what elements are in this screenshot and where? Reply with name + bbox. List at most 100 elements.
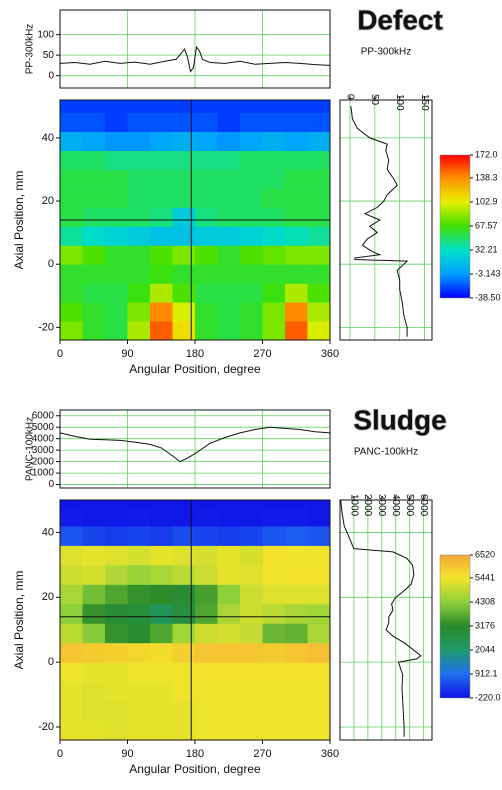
x-tick-label: 6000: [418, 494, 429, 517]
plot-background: [340, 100, 432, 340]
heatmap-cell: [285, 188, 308, 208]
heatmap-cell: [307, 525, 330, 546]
heatmap-cell: [82, 525, 106, 546]
heatmap-cell: [285, 642, 308, 663]
heatmap-cell: [82, 112, 106, 133]
heatmap-cell: [262, 720, 286, 740]
x-tick-label: 1000: [348, 494, 359, 517]
heatmap-cell: [262, 264, 286, 284]
colorbar-tick-label: 2044: [475, 644, 495, 654]
heatmap-cell: [60, 264, 83, 284]
heatmap-cell: [307, 662, 330, 683]
heatmap-cell: [150, 245, 173, 265]
heatmap-cell: [127, 100, 151, 114]
colorbar: [439, 554, 471, 699]
heatmap-cell: [217, 264, 241, 284]
heatmap-cell: [60, 245, 83, 265]
heatmap-cell: [172, 188, 196, 208]
heatmap-cell: [82, 207, 106, 227]
heatmap-cell: [217, 321, 241, 340]
y-tick-label: 40: [42, 526, 54, 538]
heatmap-cell: [60, 112, 83, 133]
heatmap-cell: [217, 564, 241, 585]
heatmap-cell: [195, 169, 218, 189]
heatmap-cell: [60, 169, 83, 189]
colorbar-tick-label: -220.0: [475, 692, 501, 702]
heatmap-cell: [262, 188, 286, 208]
heatmap-cell: [105, 681, 128, 702]
heatmap-cell: [150, 603, 173, 624]
heatmap-cell: [217, 506, 241, 527]
y-tick-label: 0: [48, 258, 54, 270]
heatmap-cell: [60, 131, 83, 152]
heatmap-cell: [195, 245, 218, 265]
heatmap-cell: [195, 506, 218, 527]
heatmap-cell: [240, 500, 263, 507]
heatmap-cell: [307, 584, 330, 605]
heatmap-cell: [195, 525, 218, 546]
heatmap-cell: [172, 662, 196, 683]
x-tick-label: 0: [57, 748, 63, 760]
heatmap-cell: [172, 150, 196, 170]
heatmap-cell: [172, 603, 196, 624]
heatmap-cell: [150, 662, 173, 683]
x-axis-label: Angular Position, degree: [129, 362, 261, 376]
heatmap-cell: [82, 681, 106, 702]
heatmap-cell: [105, 642, 128, 663]
heatmap-cell: [127, 506, 151, 527]
heatmap-cell: [60, 283, 83, 303]
heatmap-cell: [105, 131, 128, 152]
heatmap-cell: [105, 169, 128, 189]
heatmap-cell: [285, 500, 308, 507]
heatmap-cell: [195, 150, 218, 170]
heatmap-cell: [60, 545, 83, 566]
heatmap-cell: [240, 245, 263, 265]
heatmap-cell: [172, 642, 196, 663]
heatmap-cell: [307, 131, 330, 152]
heatmap-cell: [127, 131, 151, 152]
heatmap-cell: [262, 100, 286, 114]
x-axis-label: PANC-100kHz: [354, 447, 418, 458]
heatmap-cell: [150, 545, 173, 566]
heatmap-cell: [195, 112, 218, 133]
heatmap-cell: [195, 131, 218, 152]
heatmap-cell: [285, 603, 308, 624]
y-tick-label: 2000: [32, 456, 55, 467]
heatmap-cell: [127, 245, 151, 265]
heatmap-cell: [240, 506, 263, 527]
heatmap-cell: [240, 264, 263, 284]
heatmap-cell: [150, 506, 173, 527]
heatmap-cell: [105, 584, 128, 605]
heatmap-cell: [105, 545, 128, 566]
colorbar-tick-label: 32.21: [475, 244, 498, 254]
profile-line: [59, 426, 331, 463]
heatmap-cell: [172, 545, 196, 566]
panel-title: Sludge: [353, 404, 446, 435]
y-axis-label: Axial Position, mm: [12, 571, 26, 670]
heatmap-cell: [150, 642, 173, 663]
heatmap-cell: [240, 131, 263, 152]
heatmap-cell: [285, 169, 308, 189]
colorbar-tick-label: 172.0: [475, 149, 498, 159]
heatmap-cell: [172, 525, 196, 546]
heatmap-cell: [217, 131, 241, 152]
heatmap-cell: [150, 188, 173, 208]
x-tick-label: 2000: [362, 494, 373, 517]
heatmap-cell: [172, 720, 196, 740]
heatmap-cell: [307, 207, 330, 227]
heatmap-cell: [127, 226, 151, 246]
heatmap-cell: [150, 681, 173, 702]
heatmap-cell: [217, 681, 241, 702]
heatmap-cell: [262, 245, 286, 265]
heatmap-cell: [307, 321, 330, 340]
heatmap-cell: [172, 131, 196, 152]
heatmap-cell: [172, 302, 196, 322]
heatmap-cell: [105, 720, 128, 740]
plot-frame: [339, 99, 433, 341]
heatmap-cell: [127, 603, 151, 624]
x-tick-label: 0: [344, 94, 355, 100]
heatmap-cell: [150, 283, 173, 303]
heatmap-cell: [307, 169, 330, 189]
heatmap-cell: [285, 720, 308, 740]
